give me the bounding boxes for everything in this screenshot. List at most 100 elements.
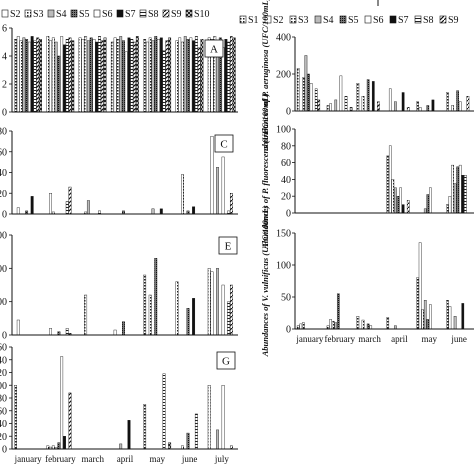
- y-tick-label: 80: [0, 127, 7, 138]
- y-tick-label: 150: [276, 229, 291, 240]
- bar: [78, 37, 82, 113]
- bar: [30, 196, 34, 215]
- bar: [210, 135, 214, 215]
- y-axis-title: abundances of P. aeruginosa (UFC/100mL): [260, 0, 270, 151]
- x-tick-label: june: [181, 454, 198, 464]
- bar: [458, 101, 462, 112]
- bar: [154, 258, 158, 336]
- bar: [60, 356, 64, 450]
- legend-label: S6: [102, 9, 113, 20]
- bar: [371, 81, 375, 112]
- bar: [296, 68, 300, 112]
- panel-label: C: [220, 139, 227, 151]
- x-tick-label: january: [295, 334, 323, 344]
- bar: [391, 179, 395, 214]
- bar: [157, 39, 160, 113]
- legend-swatch: [389, 15, 397, 24]
- bar: [431, 99, 435, 112]
- bar: [200, 39, 204, 113]
- bar: [458, 164, 462, 214]
- legend-swatch: [47, 9, 55, 18]
- bar: [456, 90, 459, 112]
- bar: [189, 37, 193, 113]
- bar: [388, 145, 392, 214]
- bar: [192, 40, 196, 113]
- bar: [103, 37, 107, 113]
- bar: [95, 41, 99, 113]
- y-tick-label: 100: [0, 297, 7, 308]
- y-tick-label: 40: [0, 168, 7, 179]
- bar: [14, 39, 17, 113]
- bar: [124, 51, 128, 113]
- y-tick-label: 0: [286, 107, 291, 118]
- bar: [197, 47, 201, 113]
- bar: [57, 442, 61, 450]
- panels: 6420A806040200C3002001000E16014012010080…: [0, 0, 474, 464]
- bar: [386, 155, 390, 214]
- bar: [423, 300, 427, 330]
- y-tick-label: 100: [276, 261, 291, 272]
- legend-label: S4: [323, 15, 334, 26]
- bar: [143, 404, 147, 450]
- y-tick-label: 100: [0, 381, 7, 392]
- bar: [304, 55, 308, 112]
- bar: [210, 271, 214, 336]
- y-tick-label: 40: [0, 419, 7, 430]
- bar: [65, 39, 69, 113]
- bar: [216, 429, 219, 450]
- bar: [46, 36, 50, 113]
- legend-left: S2 S3 S4 S5 S6 S7 S8 S9 S10: [1, 9, 210, 20]
- bar: [130, 39, 134, 113]
- bar: [356, 83, 360, 112]
- bar: [466, 95, 470, 112]
- bar: [127, 37, 131, 113]
- bar: [63, 44, 66, 113]
- y-tick-label: 20: [281, 192, 291, 203]
- bar: [302, 322, 305, 330]
- bar: [461, 303, 465, 330]
- bar: [299, 323, 303, 330]
- bar: [122, 40, 125, 113]
- y-tick-label: 200: [276, 70, 291, 81]
- bar: [366, 79, 370, 112]
- bar: [334, 322, 338, 330]
- bar: [68, 186, 72, 215]
- bar: [100, 40, 104, 113]
- bar: [227, 301, 231, 336]
- bar: [386, 317, 390, 330]
- legend-swatch: [289, 15, 297, 24]
- y-tick-label: 0: [2, 445, 7, 456]
- bar: [113, 329, 117, 336]
- bar: [429, 304, 432, 330]
- bar: [446, 300, 449, 330]
- bar: [186, 39, 190, 113]
- legend-label: S2: [273, 15, 284, 26]
- legend-swatch: [70, 9, 78, 18]
- bar: [194, 413, 198, 450]
- bar: [151, 40, 155, 113]
- bar: [178, 37, 182, 113]
- panel-label: E: [225, 241, 232, 253]
- bar: [329, 319, 332, 330]
- legend-swatch: [364, 15, 372, 24]
- bar: [396, 195, 400, 214]
- bar: [227, 41, 231, 113]
- y-tick-label: 0: [2, 210, 7, 221]
- bar: [344, 95, 348, 112]
- bar: [49, 193, 52, 215]
- bar: [92, 39, 96, 113]
- y-tick-label: 0: [286, 209, 291, 220]
- bar: [14, 385, 17, 450]
- legend-right: S1 S2 S3 S4 S5 S6 S7 S8 S9: [239, 15, 459, 26]
- bar: [86, 40, 90, 113]
- legend-label: S6: [373, 15, 384, 26]
- x-tick-label: march: [358, 334, 381, 344]
- bar: [448, 306, 452, 330]
- legend-label: S1: [248, 15, 259, 26]
- bar: [151, 208, 155, 215]
- bar: [148, 37, 152, 113]
- bar: [71, 40, 75, 113]
- y-tick-label: 80: [281, 141, 291, 152]
